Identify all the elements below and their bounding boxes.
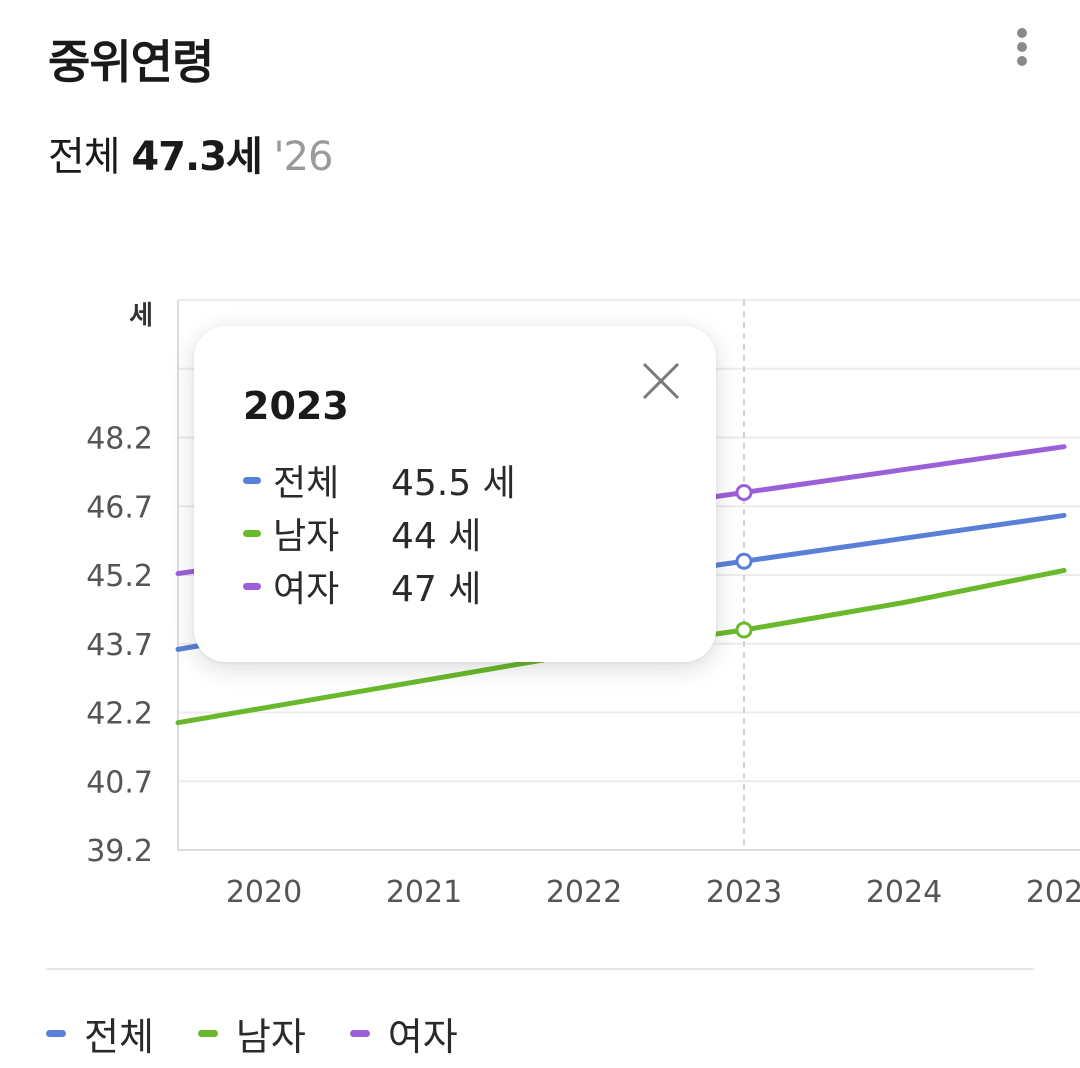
x-tick-label: 2025 [1026,875,1080,910]
tooltip-year: 2023 [243,384,349,428]
tooltip-series-value: 47 세 [391,569,482,610]
legend-item-female[interactable]: 여자 [349,1006,458,1061]
data-point-0 [735,552,753,570]
summary-label: 전체 [48,134,121,180]
tooltip-series-name: 남자 [273,516,340,557]
legend-swatch-male [197,1030,218,1037]
tooltip-series-name: 전체 [273,463,340,504]
series-swatch-female [243,582,261,590]
y-tick-label: 42.2 [86,697,153,732]
tooltip-row-male: 남자 44 세 [243,511,481,557]
tooltip-row-total: 전체 45.5 세 [243,458,516,504]
legend-label: 여자 [387,1015,458,1059]
x-tick-label: 2022 [546,875,622,910]
close-icon[interactable] [640,360,682,402]
y-tick-label: 39.2 [86,834,153,869]
chart-tooltip: 2023 전체 45.5 세 남자 44 세 여자 47 세 [194,326,716,662]
chart-legend: 전체 남자 여자 [46,1006,502,1061]
more-vertical-icon-dot [1017,42,1027,52]
series-swatch-total [243,476,261,484]
x-tick-label: 2020 [226,875,302,910]
summary-value: 47.3세 [131,134,262,180]
more-options-button[interactable] [1005,24,1039,70]
y-tick-label: 40.7 [86,765,153,800]
summary-year: '26 [273,134,334,180]
tooltip-row-female: 여자 47 세 [243,564,481,610]
legend-item-total[interactable]: 전체 [46,1006,154,1061]
legend-item-male[interactable]: 남자 [197,1006,306,1061]
x-tick-label: 2023 [706,875,782,910]
more-vertical-icon-dot [1017,56,1027,66]
summary: 전체 47.3세 '26 [48,124,334,182]
page-title: 중위연령 [48,35,214,89]
tooltip-series-value: 45.5 세 [391,463,516,504]
series-swatch-male [243,529,261,537]
divider [46,968,1034,970]
tooltip-series-value: 44 세 [391,516,482,557]
data-point-1 [735,621,753,639]
y-tick-label: 45.2 [86,559,153,594]
x-tick-label: 2024 [866,875,942,910]
y-tick-label: 43.7 [86,628,153,663]
more-vertical-icon [1017,28,1027,38]
data-point-2 [735,484,753,501]
legend-label: 전체 [84,1015,154,1059]
legend-label: 남자 [235,1015,306,1059]
legend-swatch-total [46,1030,66,1037]
y-tick-label: 46.7 [86,490,153,525]
tooltip-series-name: 여자 [273,569,340,610]
y-tick-label: 48.2 [86,422,153,457]
x-tick-label: 2021 [386,875,462,910]
legend-swatch-female [349,1030,370,1037]
y-axis-unit-label: 세 [129,301,153,331]
